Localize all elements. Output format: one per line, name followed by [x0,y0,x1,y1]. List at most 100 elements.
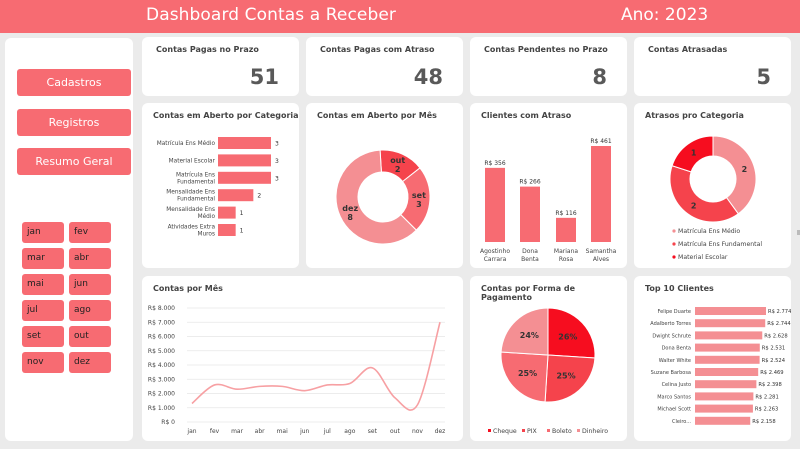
bar-value: R$ 2.281 [755,394,778,400]
category-label: Matrícula Ens Médio [157,140,216,147]
kpi-card-atrasadas: Contas Atrasadas 5 [634,37,791,96]
bar-value: R$ 2.524 [762,358,786,364]
category-label: Samantha [586,248,617,255]
category-label: Mariana [554,248,578,255]
bar [218,189,254,202]
slice-value: 2 [395,165,401,174]
kpi-label: Contas Pagas no Prazo [156,45,259,54]
bar-value: R$ 266 [519,179,541,186]
chart-card-top10: Top 10 Clientes R$ 2.774 Felipe Duarte R$ … [634,276,791,441]
legend-marker [672,242,676,246]
category-label: Dwight Schrute [652,333,691,339]
bar-value: R$ 2.398 [758,382,781,388]
x-tick-label: jun [299,428,309,435]
bar-value: R$ 2.774 [768,309,791,315]
category-label: Muros [198,232,216,238]
legend-marker [577,429,580,432]
category-label: Felipe Duarte [658,309,691,315]
month-button-mar[interactable]: mar [22,248,64,269]
bar-value: R$ 2.263 [755,407,778,413]
bar-value: R$ 356 [484,160,506,167]
category-label: Benta [521,256,539,263]
bar-value: 1 [240,210,244,217]
month-button-nov[interactable]: nov [22,352,64,373]
chart-title: Contas por Mês [153,284,223,293]
pie-slice [500,351,549,403]
legend-marker [672,255,676,259]
category-label: Cleiro... [672,419,691,425]
kpi-value: 8 [592,65,607,89]
bar-value: 3 [275,141,279,148]
month-button-fev[interactable]: fev [69,222,111,243]
x-tick-label: mar [231,428,244,435]
bar [695,392,754,401]
cadastros-button[interactable]: Cadastros [17,69,131,96]
category-label: Médio [198,213,216,220]
x-tick-label: mai [277,428,289,435]
slice-category: set [412,191,426,200]
month-button-dez[interactable]: dez [69,352,111,373]
slice-value: 3 [416,200,422,209]
kpi-value: 48 [413,65,443,89]
atrasos-donut-chart: 2 2 1 Matrícula Ens Médio Matrícula Ens Fund… [669,135,762,261]
kpi-label: Contas Atrasadas [648,45,728,54]
categoria-bar-chart: 3 Matrícula Ens Médio 3 Material Escolar 3 Ma… [157,137,279,238]
kpi-label: Contas Pendentes no Prazo [484,45,608,54]
y-tick-label: R$ 1.000 [148,405,175,412]
bar-value: R$ 116 [555,210,577,217]
top10-bar-chart: R$ 2.774 Felipe Duarte R$ 2.744 Adalberto T… [650,307,791,425]
slice-label: 24% [520,331,539,340]
bar [591,146,611,242]
month-button-jul[interactable]: jul [22,300,64,321]
pie-slice [544,354,596,403]
x-tick-label: ago [344,428,355,435]
bar [695,368,759,376]
chart-title: Clientes com Atraso [481,111,572,120]
category-label: Walter White [659,358,691,364]
header-bar: Dashboard Contas a Receber Ano: 2023 [0,0,800,33]
legend-label: PIX [527,428,538,435]
kpi-card-pagas-atraso: Contas Pagas com Atraso 48 [306,37,463,96]
year-label: Ano: 2023 [621,5,709,25]
month-button-ago[interactable]: ago [69,300,111,321]
bar-value: 3 [275,158,279,165]
month-button-out[interactable]: out [69,326,111,347]
bar-value: R$ 2.531 [762,346,785,352]
x-tick-label: jan [186,428,196,435]
month-button-abr[interactable]: abr [69,248,111,269]
legend-label: Matrícula Ens Fundamental [678,240,762,248]
slice-label: 25% [556,371,575,380]
category-label: Mensalidade Ens [166,207,215,213]
category-label: Dona Benta [662,346,691,352]
chart-card-clientes: Clientes com Atraso R$ 356 Agostinho Carra… [470,103,627,268]
bar [695,380,757,389]
y-tick-label: R$ 5.000 [148,348,175,355]
month-button-set[interactable]: set [22,326,64,347]
bar [520,186,540,242]
kpi-value: 5 [756,65,771,89]
bar [695,331,763,340]
resumo-geral-button[interactable]: Resumo Geral [17,148,131,175]
legend-label: Boleto [552,428,572,435]
legend-label: Matrícula Ens Médio [678,227,740,235]
contas-line-chart: R$ 0 R$ 1.000 R$ 2.000 R$ 3.000 R$ 4.000 R$ 5… [148,305,445,435]
x-tick-label: jul [323,428,331,435]
x-tick-label: fev [210,428,220,435]
y-tick-label: R$ 8.000 [148,305,175,312]
bar [218,206,236,219]
month-button-jan[interactable]: jan [22,222,64,243]
bar [695,416,751,425]
bar-value: R$ 2.628 [764,333,787,339]
legend-label: Cheque [493,428,517,435]
bar-value: R$ 461 [590,138,612,145]
month-button-jun[interactable]: jun [69,274,111,295]
bar [218,137,271,149]
slice-value: 1 [691,148,697,157]
bar [218,224,236,236]
registros-button[interactable]: Registros [17,109,131,136]
y-tick-label: R$ 3.000 [148,376,175,383]
month-button-mai[interactable]: mai [22,274,64,295]
chart-card-categoria: Contas em Aberto por Categoria 3 Matrícul… [142,103,299,268]
chart-card-mes: Contas em Aberto por Mês out 2 set 3 dez 8 [306,103,463,268]
scroll-marker [797,230,800,235]
